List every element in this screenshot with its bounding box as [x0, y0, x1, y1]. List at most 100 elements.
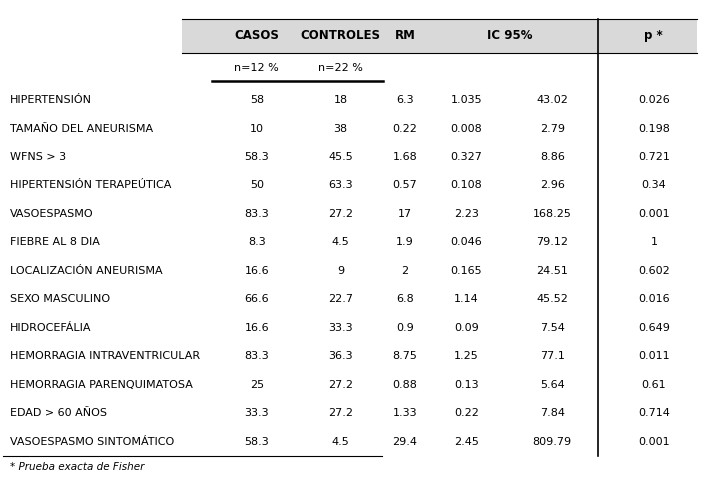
Text: 0.001: 0.001 — [638, 209, 670, 219]
Text: 8.75: 8.75 — [392, 351, 417, 361]
Text: 10: 10 — [249, 123, 264, 133]
Text: VASOESPASMO: VASOESPASMO — [10, 209, 94, 219]
Text: 66.6: 66.6 — [244, 294, 269, 304]
Text: 0.016: 0.016 — [638, 294, 670, 304]
Text: 18: 18 — [333, 95, 348, 105]
Text: 83.3: 83.3 — [244, 209, 269, 219]
Text: HIPERTENSIÓN TERAPEÚTICA: HIPERTENSIÓN TERAPEÚTICA — [10, 180, 172, 191]
Text: 0.61: 0.61 — [642, 380, 666, 390]
Text: CONTROLES: CONTROLES — [301, 29, 381, 43]
Text: 50: 50 — [249, 180, 264, 191]
Text: 2: 2 — [402, 266, 408, 276]
Text: 25: 25 — [249, 380, 264, 390]
Text: 2.96: 2.96 — [540, 180, 565, 191]
Text: 0.9: 0.9 — [396, 323, 414, 333]
Text: 33.3: 33.3 — [328, 323, 353, 333]
Text: 1.14: 1.14 — [454, 294, 479, 304]
Text: 38: 38 — [333, 123, 348, 133]
Text: 16.6: 16.6 — [244, 323, 269, 333]
Text: 45.5: 45.5 — [328, 152, 353, 162]
Text: n=22 %: n=22 % — [318, 63, 363, 73]
Text: 0.165: 0.165 — [451, 266, 482, 276]
Text: 6.8: 6.8 — [396, 294, 414, 304]
Text: 1.035: 1.035 — [451, 95, 482, 105]
Text: 2.79: 2.79 — [540, 123, 565, 133]
Text: 4.5: 4.5 — [332, 238, 350, 247]
Text: 77.1: 77.1 — [540, 351, 565, 361]
Text: 0.108: 0.108 — [451, 180, 482, 191]
Text: 27.2: 27.2 — [328, 380, 353, 390]
Text: RM: RM — [394, 29, 415, 43]
Text: 83.3: 83.3 — [244, 351, 269, 361]
Text: 1.9: 1.9 — [396, 238, 414, 247]
Text: 0.046: 0.046 — [451, 238, 482, 247]
Text: 8.86: 8.86 — [540, 152, 565, 162]
Text: * Prueba exacta de Fisher: * Prueba exacta de Fisher — [10, 462, 144, 472]
Text: 0.011: 0.011 — [638, 351, 670, 361]
Text: 0.008: 0.008 — [451, 123, 482, 133]
Text: 45.52: 45.52 — [536, 294, 568, 304]
Text: 7.84: 7.84 — [540, 408, 565, 418]
Text: CASOS: CASOS — [234, 29, 279, 43]
Text: 6.3: 6.3 — [396, 95, 414, 105]
Text: 0.88: 0.88 — [392, 380, 417, 390]
Text: 4.5: 4.5 — [332, 437, 350, 446]
Text: 2.45: 2.45 — [454, 437, 479, 446]
Text: 27.2: 27.2 — [328, 408, 353, 418]
Text: 79.12: 79.12 — [536, 238, 568, 247]
Text: HIPERTENSIÓN: HIPERTENSIÓN — [10, 95, 92, 105]
Text: 58.3: 58.3 — [244, 152, 269, 162]
Text: 1.68: 1.68 — [392, 152, 417, 162]
Text: 0.602: 0.602 — [638, 266, 670, 276]
Text: 2.23: 2.23 — [454, 209, 479, 219]
Text: 5.64: 5.64 — [540, 380, 565, 390]
Text: 0.09: 0.09 — [454, 323, 479, 333]
Text: 168.25: 168.25 — [533, 209, 572, 219]
Text: HIDROCEFÁLIA: HIDROCEFÁLIA — [10, 323, 92, 333]
FancyBboxPatch shape — [182, 19, 696, 53]
Text: 809.79: 809.79 — [533, 437, 572, 446]
Text: FIEBRE AL 8 DIA: FIEBRE AL 8 DIA — [10, 238, 99, 247]
Text: 1.33: 1.33 — [392, 408, 417, 418]
Text: HEMORRAGIA INTRAVENTRICULAR: HEMORRAGIA INTRAVENTRICULAR — [10, 351, 200, 361]
Text: EDAD > 60 AÑOS: EDAD > 60 AÑOS — [10, 408, 107, 418]
Text: 0.34: 0.34 — [642, 180, 666, 191]
Text: 33.3: 33.3 — [244, 408, 269, 418]
Text: n=12 %: n=12 % — [234, 63, 279, 73]
Text: 0.721: 0.721 — [638, 152, 670, 162]
Text: 22.7: 22.7 — [328, 294, 353, 304]
Text: 63.3: 63.3 — [328, 180, 353, 191]
Text: 16.6: 16.6 — [244, 266, 269, 276]
Text: 7.54: 7.54 — [540, 323, 565, 333]
Text: IC 95%: IC 95% — [487, 29, 532, 43]
Text: 0.22: 0.22 — [392, 123, 417, 133]
Text: SEXO MASCULINO: SEXO MASCULINO — [10, 294, 110, 304]
Text: WFNS > 3: WFNS > 3 — [10, 152, 66, 162]
Text: 9: 9 — [337, 266, 344, 276]
Text: HEMORRAGIA PARENQUIMATOSA: HEMORRAGIA PARENQUIMATOSA — [10, 380, 193, 390]
Text: LOCALIZACIÓN ANEURISMA: LOCALIZACIÓN ANEURISMA — [10, 266, 162, 276]
Text: 0.649: 0.649 — [638, 323, 670, 333]
Text: 0.13: 0.13 — [454, 380, 479, 390]
Text: 58.3: 58.3 — [244, 437, 269, 446]
Text: p *: p * — [645, 29, 663, 43]
Text: 24.51: 24.51 — [536, 266, 568, 276]
Text: 29.4: 29.4 — [392, 437, 417, 446]
Text: 0.026: 0.026 — [638, 95, 670, 105]
Text: 58: 58 — [249, 95, 264, 105]
Text: 1: 1 — [650, 238, 658, 247]
Text: 0.714: 0.714 — [638, 408, 670, 418]
Text: TAMAÑO DEL ANEURISMA: TAMAÑO DEL ANEURISMA — [10, 123, 153, 133]
Text: 0.198: 0.198 — [638, 123, 670, 133]
Text: 1.25: 1.25 — [454, 351, 479, 361]
Text: 27.2: 27.2 — [328, 209, 353, 219]
Text: 36.3: 36.3 — [328, 351, 353, 361]
Text: 0.001: 0.001 — [638, 437, 670, 446]
Text: 0.57: 0.57 — [392, 180, 417, 191]
Text: VASOESPASMO SINTOMÁTICO: VASOESPASMO SINTOMÁTICO — [10, 437, 174, 446]
Text: 43.02: 43.02 — [536, 95, 568, 105]
Text: 8.3: 8.3 — [248, 238, 265, 247]
Text: 17: 17 — [398, 209, 412, 219]
Text: 0.22: 0.22 — [454, 408, 479, 418]
Text: 0.327: 0.327 — [451, 152, 482, 162]
